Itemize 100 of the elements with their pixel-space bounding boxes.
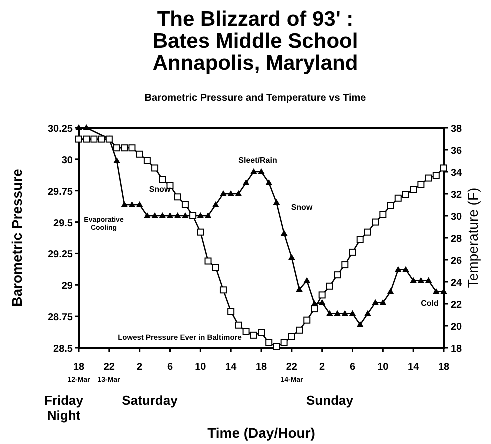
point [159, 176, 166, 184]
point [250, 332, 258, 339]
x-tick-label: 22 [286, 362, 298, 373]
point [152, 164, 159, 172]
point [152, 212, 159, 218]
annotation: Sleet/Rain [238, 156, 278, 165]
point [380, 299, 387, 306]
point [242, 180, 250, 186]
point [182, 212, 189, 218]
point [342, 262, 349, 269]
point [349, 248, 356, 256]
point [174, 194, 182, 201]
point [273, 199, 280, 206]
point [394, 266, 402, 272]
point [372, 299, 380, 306]
chart-subtitle: Barometric Pressure and Temperature vs Time [144, 93, 367, 104]
y2-tick-label: 32 [451, 190, 463, 201]
point [182, 201, 189, 208]
point [318, 299, 326, 306]
y-tick-label: 29.5 [54, 218, 74, 230]
point [318, 292, 326, 299]
y2-tick-label: 30 [451, 212, 463, 223]
annotation: Cold [421, 299, 439, 308]
x-tick-label: 18 [256, 362, 268, 373]
point [228, 190, 235, 196]
point [220, 190, 227, 196]
x-tick-label: 10 [378, 362, 390, 373]
point [356, 321, 364, 328]
point [304, 277, 311, 284]
x-tick-label: 6 [167, 362, 174, 373]
point [418, 277, 425, 284]
point [235, 322, 242, 329]
point [90, 136, 98, 143]
point [166, 212, 174, 218]
y2-tick-label: 38 [451, 124, 463, 135]
point [432, 288, 440, 294]
point [425, 174, 432, 182]
y-tick-label: 30.25 [48, 124, 74, 135]
y2-tick-label: 26 [451, 256, 463, 267]
text: Saturday [122, 393, 179, 408]
point [144, 212, 151, 218]
y-tick-label: 30 [62, 155, 74, 166]
point [228, 308, 235, 316]
point [197, 228, 204, 236]
point [204, 258, 212, 265]
point [220, 286, 227, 294]
y2-tick-label: 36 [451, 146, 463, 157]
point [128, 202, 136, 208]
point [204, 212, 212, 218]
point [242, 328, 250, 336]
point [410, 277, 418, 284]
point [372, 218, 380, 226]
point [98, 136, 106, 143]
point [280, 339, 288, 346]
y2-tick-label: 22 [451, 300, 463, 311]
x-tick-label: 2 [137, 362, 144, 373]
x-tick-label: 2 [320, 362, 326, 373]
point [144, 157, 151, 164]
point [288, 333, 296, 340]
point [197, 212, 204, 218]
point [349, 310, 356, 316]
x-tick-label: 14 [226, 362, 238, 373]
x-axis-title: Time (Day/Hour) [208, 425, 316, 441]
text: Friday Night [44, 393, 84, 423]
point [258, 168, 265, 174]
point [114, 144, 121, 152]
point [311, 306, 318, 313]
annotation: Snow [149, 185, 172, 194]
point [273, 343, 280, 350]
point [402, 266, 410, 272]
point [356, 236, 364, 244]
point [334, 310, 342, 316]
point [121, 144, 128, 152]
point [121, 202, 128, 208]
y2-tick-label: 18 [451, 344, 463, 355]
point [418, 181, 425, 188]
point [114, 158, 121, 164]
chart-title: The Blizzard of 93' : Bates Middle School Annapolis, Maryland [152, 8, 358, 75]
x-tick-label: 10 [195, 362, 207, 373]
point [250, 168, 258, 174]
point [76, 136, 82, 143]
point [288, 254, 296, 260]
x-tick-label: 18 [438, 362, 450, 373]
y-tick-label: 29.25 [48, 250, 74, 261]
point [280, 230, 288, 236]
point [212, 264, 220, 272]
point [159, 212, 166, 218]
y2-tick-label: 34 [451, 168, 463, 179]
y2-tick-label: 28 [451, 234, 463, 245]
y2-tick-label: 20 [451, 322, 463, 333]
point [235, 190, 242, 196]
point [364, 310, 372, 316]
x-tick-label: 6 [350, 362, 356, 373]
point [304, 316, 311, 324]
point [83, 136, 90, 143]
point [296, 286, 304, 292]
point [394, 194, 402, 202]
x-tick-label: 14 [408, 362, 420, 373]
y-axis-title: Barometric Pressure [9, 168, 25, 307]
y-tick-label: 28.75 [48, 312, 74, 324]
